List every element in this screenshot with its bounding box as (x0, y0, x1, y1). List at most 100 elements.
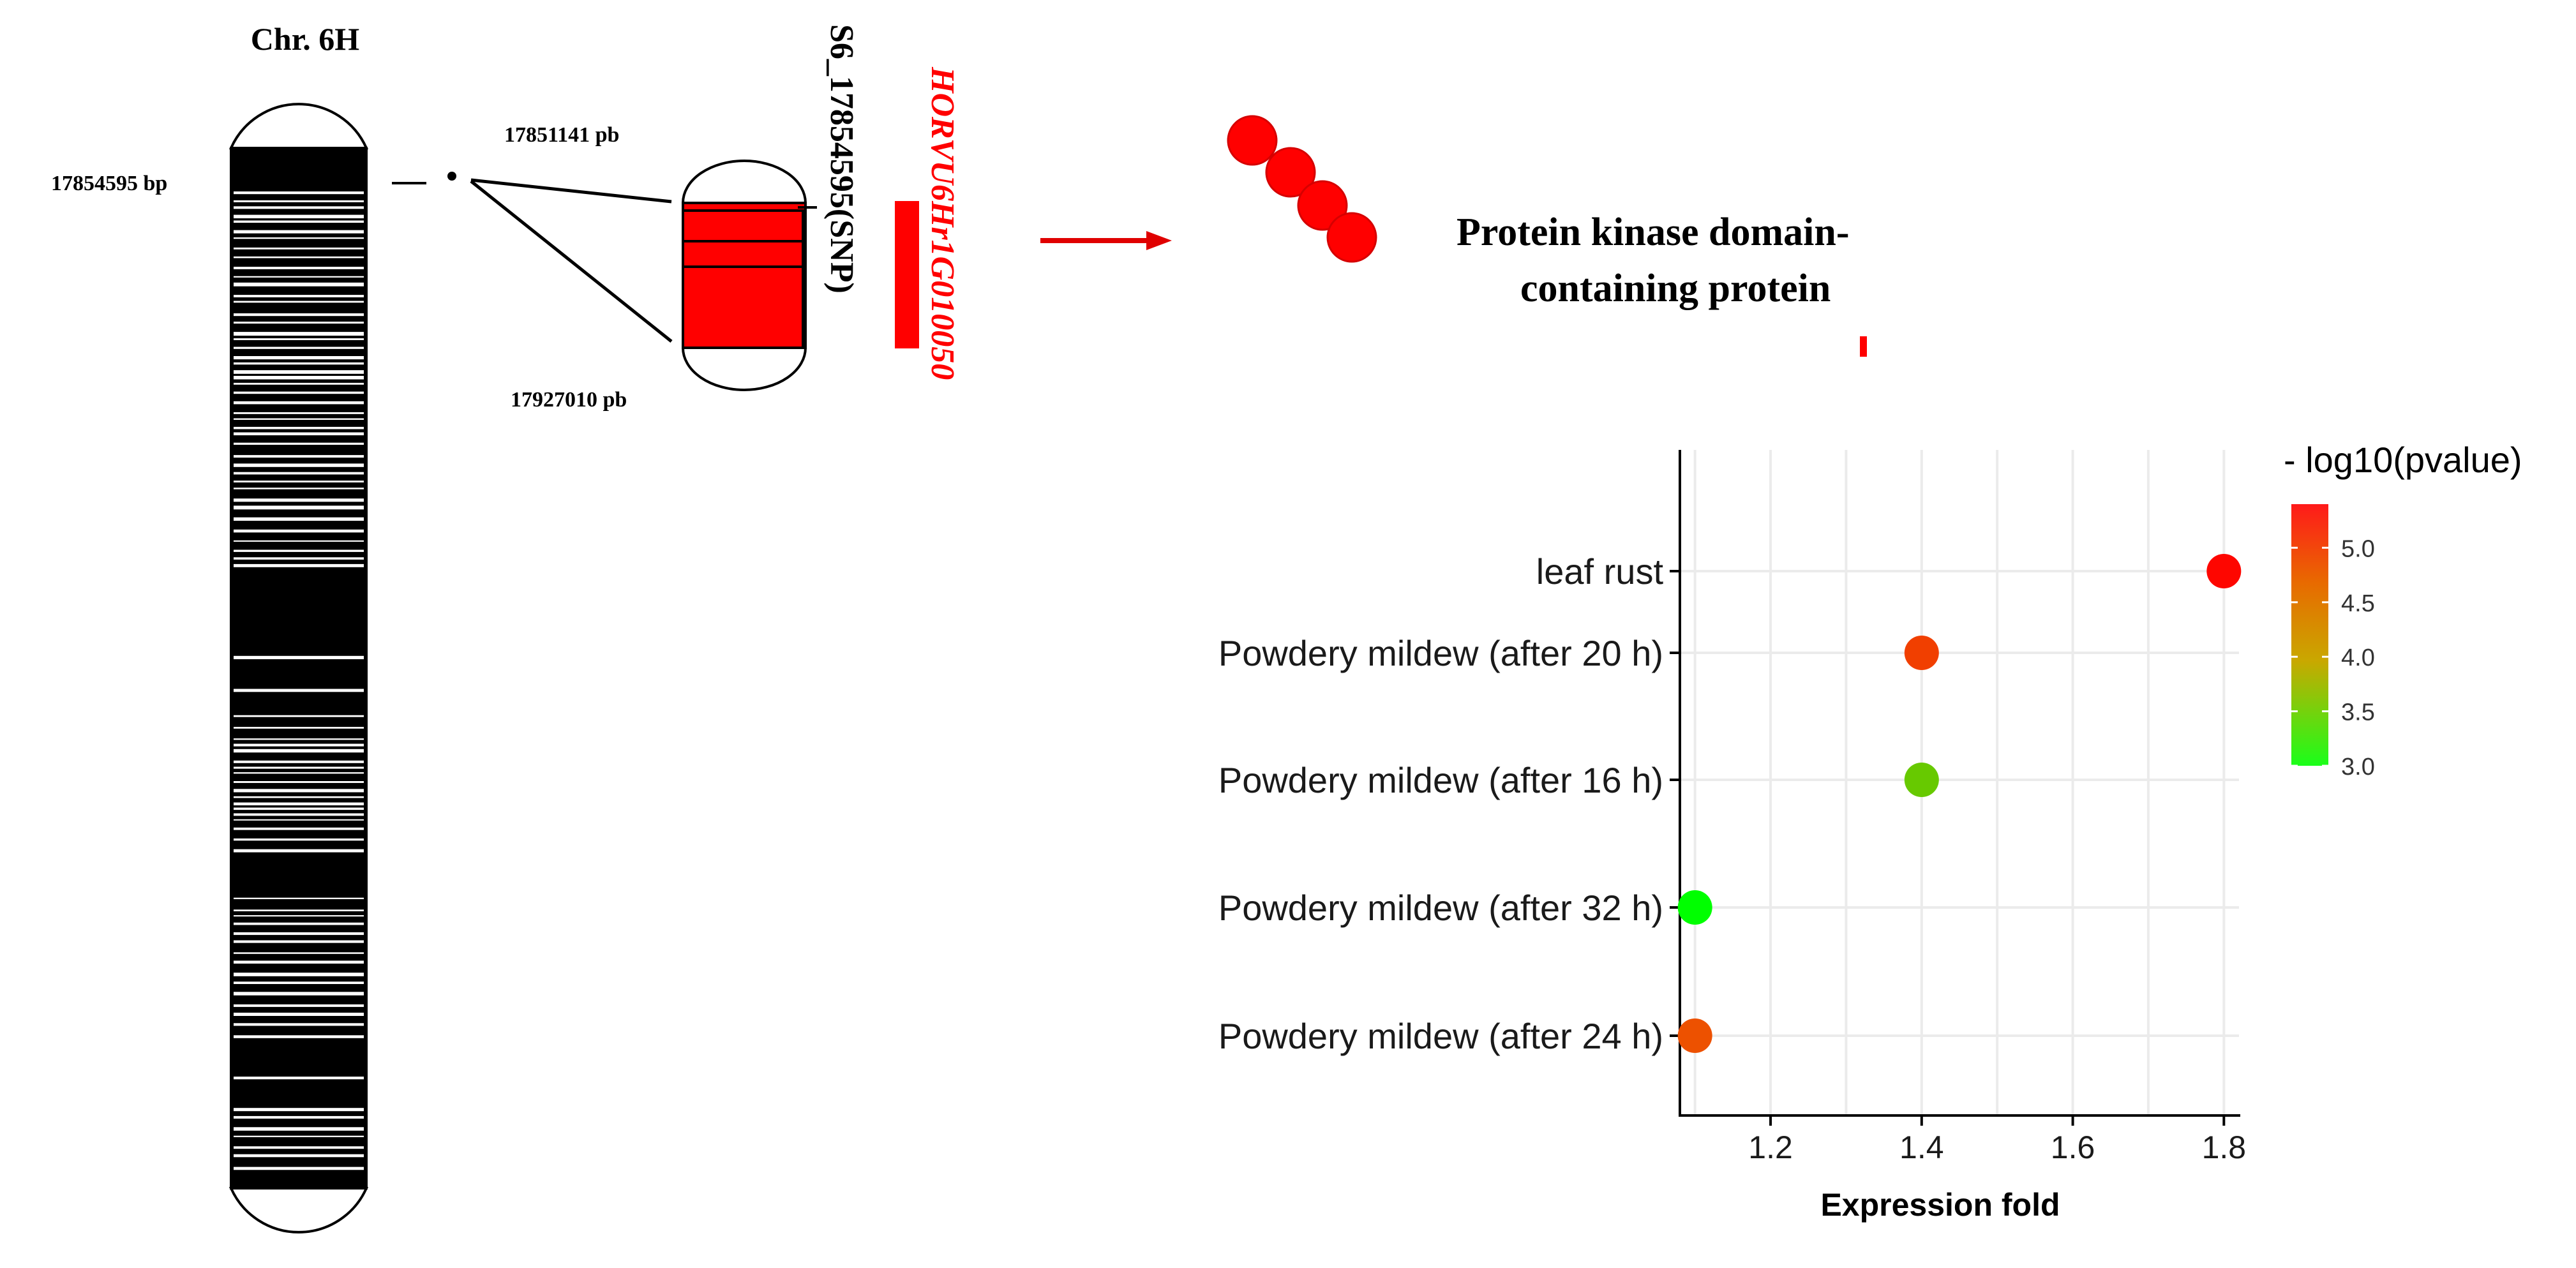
red-arrow (1040, 231, 1172, 250)
chromosome-band (234, 214, 364, 219)
chromosome-band (234, 715, 364, 717)
y-tick-label: leaf rust (1536, 551, 1664, 592)
y-tick-label: Powdery mildew (after 24 h) (1218, 1016, 1663, 1056)
y-axis-ticks: leaf rust Powdery mildew (after 20 h) Powd… (1218, 551, 1680, 1056)
chromosome-band (234, 401, 364, 405)
zoomed-segment (682, 160, 807, 391)
chromosome-band (234, 376, 364, 380)
chromosome-band (234, 772, 364, 774)
x-tick-label: 1.8 (2202, 1130, 2247, 1165)
protein-domain-beads (1227, 115, 1377, 263)
chart-grid (1680, 450, 2239, 1115)
chromosome-band (234, 827, 364, 830)
chromosome-band (234, 322, 364, 324)
chromosome-band (234, 1077, 364, 1080)
chromosome-band (234, 940, 364, 943)
chromosome-band (234, 1035, 364, 1038)
chromosome-band (234, 973, 364, 976)
chromosome-band (234, 463, 364, 467)
chromosome-band (234, 370, 364, 374)
chromosome-band (234, 488, 364, 489)
chromosome-band (234, 382, 364, 385)
chromosome-band (234, 849, 364, 853)
chromosome-band (234, 230, 364, 234)
legend-tick-label: 3.0 (2341, 754, 2375, 780)
chromosome-band (234, 282, 364, 287)
chromosome-band (234, 540, 364, 542)
chromosome-band (234, 191, 364, 195)
chromosome-band (234, 689, 364, 692)
chromosome-band (234, 915, 364, 917)
chromosome-band (234, 813, 364, 816)
x-axis-ticks: 1.2 1.4 1.6 1.8 (1748, 1115, 2246, 1165)
chromosome-band (234, 992, 364, 996)
interval-start-label: 17851141 pb (504, 123, 619, 147)
chromosome-band (234, 256, 364, 258)
chromosome-band (234, 301, 364, 303)
chromosome-band (234, 1167, 364, 1170)
chromosome-band (234, 802, 364, 805)
x-tick-label: 1.2 (1748, 1130, 1793, 1165)
chromosome-band (234, 766, 364, 769)
y-tick-label: Powdery mildew (after 32 h) (1218, 888, 1663, 928)
protein-label-line1: Protein kinase domain- (1456, 211, 1849, 254)
chromosome-band (234, 922, 364, 925)
data-point (2206, 554, 2242, 588)
chromosome-band (234, 220, 364, 223)
legend-tick-label: 4.0 (2341, 645, 2375, 671)
chromosome-band (234, 1154, 364, 1158)
x-axis-title: Expression fold (1820, 1187, 2060, 1223)
chromosome-band (234, 498, 364, 502)
chromosome-band (234, 781, 364, 783)
chromosome-band (234, 1012, 364, 1016)
chromosome-band (234, 727, 364, 729)
chromosome-band (234, 981, 364, 984)
chromosome-band (234, 838, 364, 841)
chromosome-band (234, 549, 364, 552)
dot-plot: leaf rust Powdery mildew (after 20 h) Powd… (1218, 450, 2246, 1223)
legend-tick-label: 5.0 (2341, 535, 2375, 562)
chromosome-band (234, 960, 364, 964)
snp-label: S6_17854595(SNP) (823, 24, 860, 294)
chromosome-band (234, 362, 364, 365)
chromosome-band (234, 1146, 364, 1149)
chromosome-band (234, 442, 364, 445)
chromosome-band (234, 952, 364, 954)
chromosome-band (234, 760, 364, 763)
chromosome-band (234, 432, 364, 436)
chromosome-band (234, 796, 364, 798)
data-point (1677, 1018, 1712, 1053)
chromosome-band (234, 557, 364, 560)
legend-colorbar (2291, 504, 2328, 766)
zoom-line-bottom (470, 180, 673, 343)
chromosome-band (234, 749, 364, 753)
chromosome-band (234, 1023, 364, 1026)
chromosome-band (234, 418, 364, 420)
chromosome-band (234, 267, 364, 269)
x-tick-label: 1.6 (2051, 1130, 2095, 1165)
chromosome-band (234, 1127, 364, 1131)
chromosome-band (234, 391, 364, 394)
chromosome-ideogram (228, 103, 369, 1234)
marker-position-label: 17854595 bp (51, 172, 167, 195)
chromosome-band (234, 200, 364, 202)
legend-title: - log10(pvalue) (2284, 440, 2522, 480)
marker-point (447, 172, 456, 181)
chromosome-band (234, 356, 364, 360)
chromosome-band (234, 897, 364, 899)
chromosome-band (234, 1135, 364, 1137)
chromosome-band (234, 472, 364, 475)
chromosome-band (234, 237, 364, 239)
chromosome-band (234, 743, 364, 747)
chromosome-band (234, 313, 364, 317)
zoom-line-top (470, 178, 672, 204)
chromosome-band (234, 347, 364, 349)
data-points (1677, 554, 2242, 1053)
protein-red-tick (1860, 336, 1867, 357)
y-tick-label: Powdery mildew (after 20 h) (1218, 633, 1663, 673)
chromosome-band (234, 295, 364, 297)
chromosome-band (234, 909, 364, 911)
legend-tick-label: 4.5 (2341, 590, 2375, 617)
chromosome-band (234, 563, 364, 567)
chromosome-band (234, 655, 364, 659)
